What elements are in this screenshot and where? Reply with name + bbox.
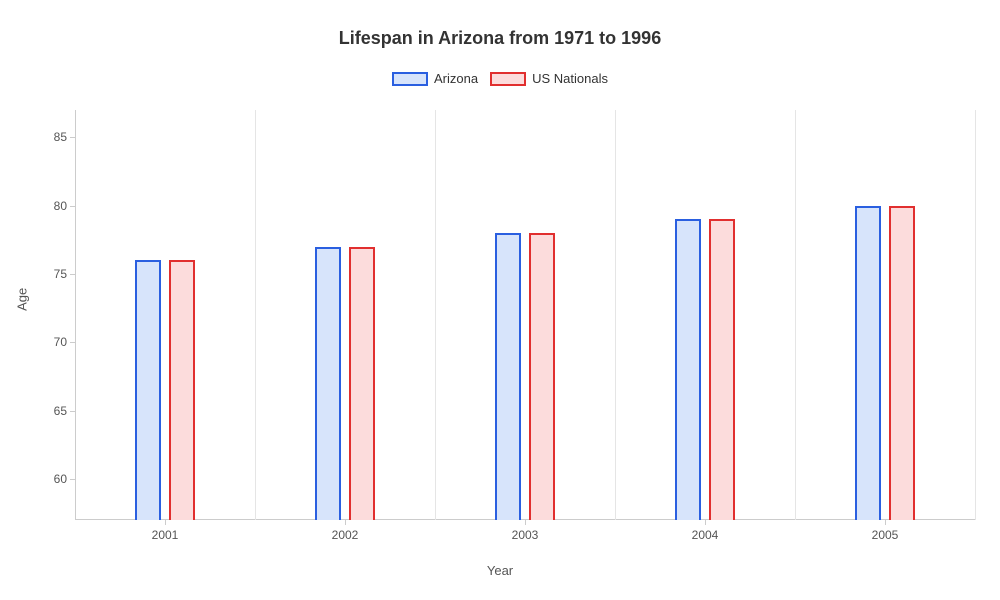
- plot-area: 60657075808520012002200320042005: [75, 110, 975, 520]
- x-tick-label: 2004: [692, 528, 719, 542]
- x-tick-label: 2005: [872, 528, 899, 542]
- gridline-vertical: [975, 110, 976, 520]
- bar: [529, 233, 555, 520]
- legend-label-arizona: Arizona: [434, 71, 478, 86]
- y-axis-line: [75, 110, 76, 520]
- chart-title: Lifespan in Arizona from 1971 to 1996: [0, 0, 1000, 49]
- x-tick-mark: [525, 520, 526, 525]
- gridline-vertical: [255, 110, 256, 520]
- bar: [675, 219, 701, 520]
- bar: [855, 206, 881, 520]
- gridline-vertical: [615, 110, 616, 520]
- x-tick-label: 2001: [152, 528, 179, 542]
- bar: [495, 233, 521, 520]
- y-tick-label: 70: [39, 335, 67, 349]
- y-tick-label: 80: [39, 199, 67, 213]
- x-tick-mark: [885, 520, 886, 525]
- x-tick-mark: [345, 520, 346, 525]
- legend-item-us-nationals: US Nationals: [490, 71, 608, 86]
- x-tick-mark: [705, 520, 706, 525]
- bar: [889, 206, 915, 520]
- y-tick-label: 65: [39, 404, 67, 418]
- y-tick-label: 60: [39, 472, 67, 486]
- legend-swatch-us-nationals: [490, 72, 526, 86]
- bar: [169, 260, 195, 520]
- y-tick-mark: [70, 411, 75, 412]
- y-tick-mark: [70, 479, 75, 480]
- y-tick-mark: [70, 342, 75, 343]
- bar: [709, 219, 735, 520]
- x-tick-mark: [165, 520, 166, 525]
- y-tick-mark: [70, 206, 75, 207]
- y-tick-mark: [70, 274, 75, 275]
- y-axis-label: Age: [15, 288, 30, 311]
- x-tick-label: 2002: [332, 528, 359, 542]
- bar: [135, 260, 161, 520]
- y-tick-label: 75: [39, 267, 67, 281]
- x-axis-label: Year: [0, 563, 1000, 578]
- bar: [349, 247, 375, 520]
- chart-container: Lifespan in Arizona from 1971 to 1996 Ar…: [0, 0, 1000, 600]
- legend-label-us-nationals: US Nationals: [532, 71, 608, 86]
- legend-item-arizona: Arizona: [392, 71, 478, 86]
- legend: Arizona US Nationals: [0, 71, 1000, 86]
- gridline-vertical: [795, 110, 796, 520]
- bar: [315, 247, 341, 520]
- gridline-vertical: [435, 110, 436, 520]
- x-tick-label: 2003: [512, 528, 539, 542]
- y-tick-mark: [70, 137, 75, 138]
- legend-swatch-arizona: [392, 72, 428, 86]
- y-tick-label: 85: [39, 130, 67, 144]
